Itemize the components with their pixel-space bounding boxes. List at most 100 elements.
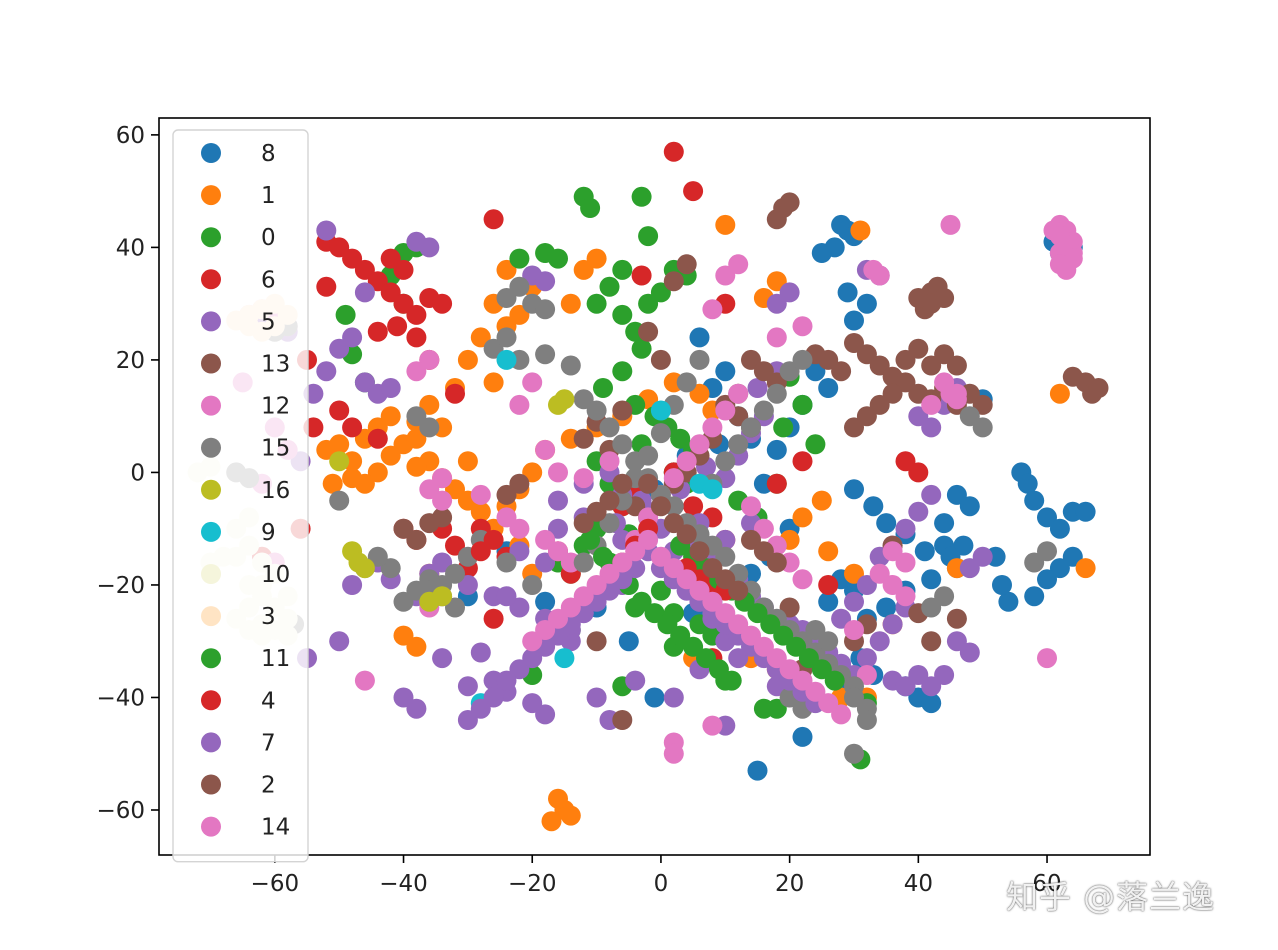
point-series-8-23 bbox=[844, 479, 864, 500]
point-series-15-12 bbox=[612, 434, 633, 455]
point-series-8-18 bbox=[766, 439, 787, 460]
point-series-12-68 bbox=[509, 394, 530, 415]
point-series-8-72 bbox=[953, 535, 974, 556]
point-series-8-60 bbox=[1075, 501, 1096, 522]
point-series-2-4 bbox=[689, 541, 710, 562]
legend-label-3: 3 bbox=[261, 604, 276, 630]
point-series-1-13 bbox=[380, 445, 401, 466]
point-series-6-36 bbox=[683, 496, 704, 517]
point-series-2-13 bbox=[753, 541, 774, 562]
point-series-15-45 bbox=[779, 361, 800, 382]
point-series-5-60 bbox=[548, 518, 568, 539]
point-series-13-39 bbox=[753, 361, 774, 382]
point-series-15-9 bbox=[573, 389, 594, 410]
point-series-0-13 bbox=[631, 338, 652, 359]
point-series-11-11 bbox=[721, 670, 742, 691]
point-series-8-47 bbox=[747, 760, 768, 781]
point-series-15-8 bbox=[560, 355, 581, 376]
point-series-11-5 bbox=[644, 603, 665, 624]
point-series-12-9 bbox=[921, 394, 942, 415]
point-series-15-3 bbox=[535, 299, 556, 320]
legend-marker-14 bbox=[201, 816, 221, 837]
x-tick-label: 40 bbox=[904, 871, 933, 897]
point-series-0-6 bbox=[612, 259, 633, 280]
series-14 bbox=[522, 220, 1083, 725]
point-series-0-28 bbox=[650, 580, 671, 601]
legend-label-16: 16 bbox=[261, 478, 290, 504]
point-series-6-44 bbox=[908, 462, 929, 483]
point-series-11-20 bbox=[773, 625, 794, 646]
point-series-12-67 bbox=[522, 372, 543, 393]
legend-label-8: 8 bbox=[261, 141, 276, 167]
legend-label-0: 0 bbox=[261, 225, 276, 251]
point-series-8-7 bbox=[844, 310, 864, 331]
point-series-6-18 bbox=[316, 276, 337, 297]
legend-label-7: 7 bbox=[261, 730, 276, 756]
point-series-15-47 bbox=[689, 349, 710, 370]
y-tick-label: 0 bbox=[130, 460, 145, 486]
legend-label-15: 15 bbox=[261, 436, 290, 462]
plot-frame bbox=[158, 117, 1151, 856]
series-2 bbox=[573, 473, 787, 601]
point-series-15-56 bbox=[573, 552, 594, 573]
point-series-12-16 bbox=[766, 327, 787, 348]
point-series-15-6 bbox=[535, 344, 556, 365]
point-series-12-45 bbox=[728, 383, 749, 404]
point-series-14-31 bbox=[535, 620, 556, 640]
point-series-5-104 bbox=[946, 631, 967, 652]
point-series-12-62 bbox=[1037, 648, 1057, 669]
point-series-13-16 bbox=[908, 338, 929, 359]
point-series-5-108 bbox=[908, 665, 929, 685]
point-series-5-87 bbox=[844, 591, 864, 612]
point-series-5-92 bbox=[908, 501, 929, 522]
point-series-5-57 bbox=[535, 552, 556, 573]
point-series-14-14 bbox=[715, 603, 736, 624]
point-series-7-10 bbox=[509, 659, 530, 680]
point-series-5-103 bbox=[959, 558, 980, 579]
point-series-15-81 bbox=[921, 597, 942, 618]
point-series-8-25 bbox=[876, 513, 897, 534]
point-series-14-15 bbox=[728, 614, 749, 635]
point-series-13-38 bbox=[741, 349, 761, 370]
point-series-12-30 bbox=[470, 484, 491, 505]
point-series-15-58 bbox=[496, 552, 517, 573]
x-tick-label: −60 bbox=[251, 871, 300, 897]
point-series-5-117 bbox=[329, 631, 350, 652]
point-series-13-32 bbox=[831, 361, 852, 382]
point-series-15-48 bbox=[676, 372, 697, 393]
point-series-12-46 bbox=[741, 496, 761, 517]
point-series-0-7 bbox=[599, 276, 620, 297]
legend-marker-0 bbox=[201, 227, 221, 248]
point-series-13-11 bbox=[844, 333, 864, 353]
point-series-15-42 bbox=[741, 417, 761, 438]
point-series-15-4 bbox=[483, 338, 504, 359]
x-tick-label: 20 bbox=[775, 871, 804, 897]
point-series-0-50 bbox=[792, 394, 813, 415]
point-series-6-21 bbox=[342, 417, 363, 438]
legend-label-4: 4 bbox=[261, 688, 276, 714]
point-series-11-4 bbox=[631, 591, 652, 612]
point-series-0-15 bbox=[593, 378, 613, 398]
point-series-12-57 bbox=[856, 665, 877, 685]
point-series-13-23 bbox=[856, 406, 877, 427]
legend-marker-7 bbox=[201, 732, 221, 753]
point-series-5-18 bbox=[457, 575, 478, 595]
point-series-15-43 bbox=[753, 400, 774, 421]
point-series-1-42 bbox=[406, 456, 427, 477]
point-series-12-13 bbox=[715, 265, 736, 286]
point-series-6-41 bbox=[792, 451, 813, 472]
point-series-5-69 bbox=[393, 687, 414, 708]
point-series-2-2 bbox=[663, 513, 684, 534]
point-series-8-57 bbox=[1037, 507, 1057, 528]
point-series-1-10 bbox=[419, 394, 440, 415]
point-series-8-30 bbox=[959, 496, 980, 517]
point-series-14-11 bbox=[676, 569, 697, 590]
point-series-8-48 bbox=[644, 687, 665, 708]
legend-marker-11 bbox=[201, 648, 221, 669]
point-series-1-25 bbox=[445, 479, 465, 500]
legend-label-11: 11 bbox=[261, 646, 290, 672]
legend-marker-15 bbox=[201, 437, 221, 458]
point-series-2-9 bbox=[599, 490, 620, 511]
point-series-2-10 bbox=[586, 501, 607, 522]
point-series-5-16 bbox=[509, 597, 530, 618]
